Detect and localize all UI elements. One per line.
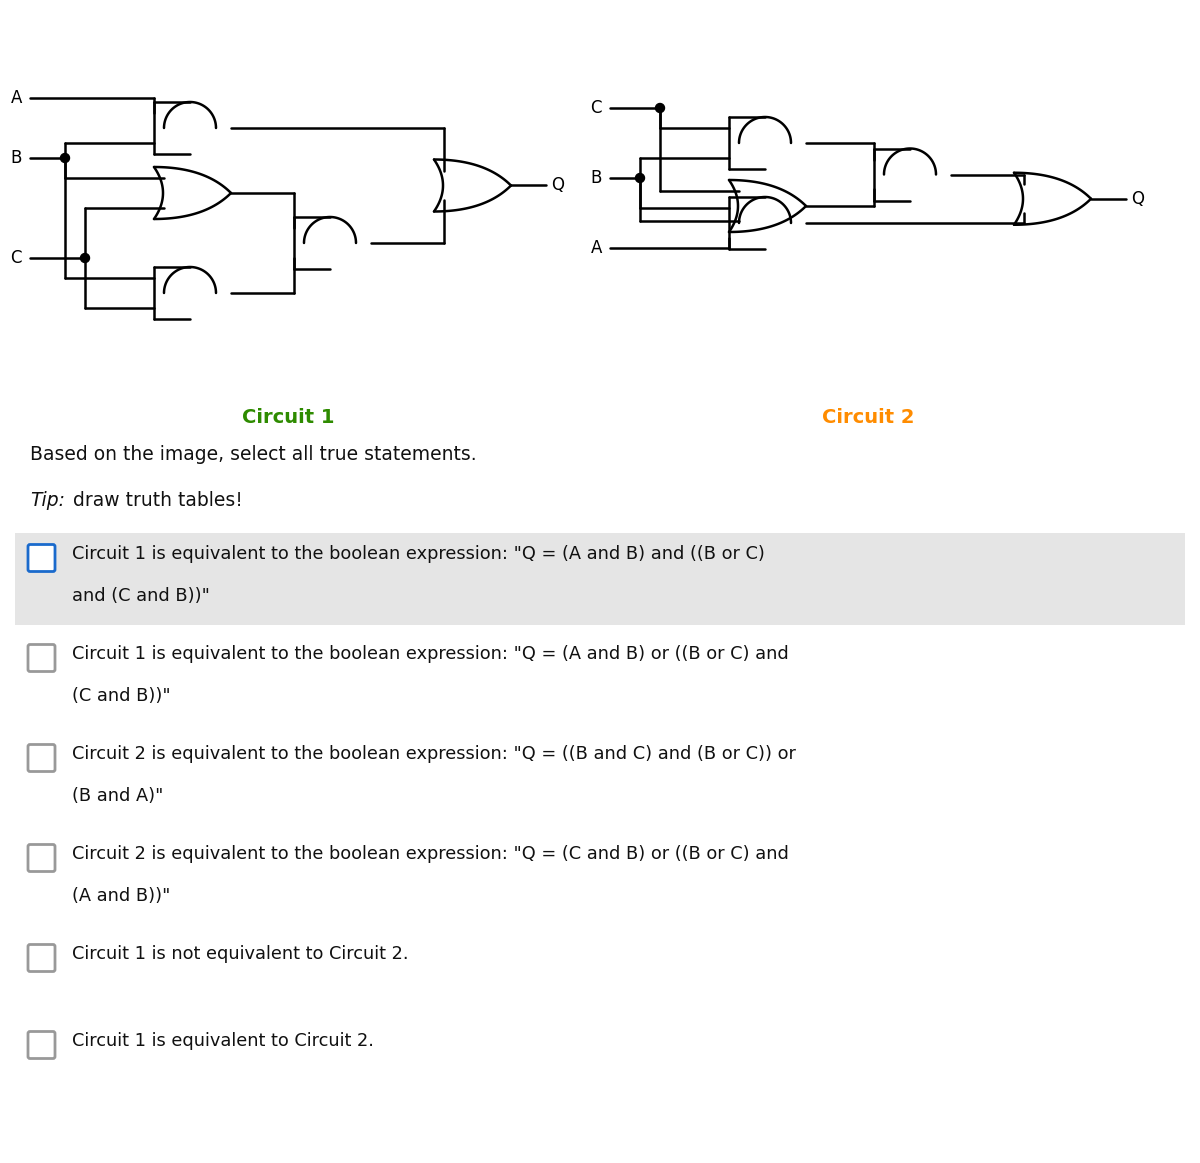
Text: Q: Q <box>551 177 564 194</box>
Circle shape <box>655 104 665 113</box>
Text: (B and A)": (B and A)" <box>72 787 163 805</box>
FancyBboxPatch shape <box>28 644 55 671</box>
Circle shape <box>60 154 70 163</box>
Text: Circuit 1 is equivalent to the boolean expression: "Q = (A and B) and ((B or C): Circuit 1 is equivalent to the boolean e… <box>72 545 764 563</box>
Circle shape <box>80 254 90 263</box>
FancyBboxPatch shape <box>28 944 55 971</box>
Circle shape <box>636 173 644 183</box>
Text: Circuit 2 is equivalent to the boolean expression: "Q = (C and B) or ((B or C) a: Circuit 2 is equivalent to the boolean e… <box>72 846 788 863</box>
Text: C: C <box>11 249 22 267</box>
Text: Circuit 1 is not equivalent to Circuit 2.: Circuit 1 is not equivalent to Circuit 2… <box>72 946 408 963</box>
FancyBboxPatch shape <box>28 844 55 871</box>
Text: Circuit 2 is equivalent to the boolean expression: "Q = ((B and C) and (B or C)): Circuit 2 is equivalent to the boolean e… <box>72 745 796 763</box>
Text: Circuit 1 is equivalent to the boolean expression: "Q = (A and B) or ((B or C) a: Circuit 1 is equivalent to the boolean e… <box>72 645 788 663</box>
Text: Based on the image, select all true statements.: Based on the image, select all true stat… <box>30 445 476 464</box>
Text: draw truth tables!: draw truth tables! <box>67 491 242 511</box>
FancyBboxPatch shape <box>28 1032 55 1058</box>
Text: Circuit 1 is equivalent to Circuit 2.: Circuit 1 is equivalent to Circuit 2. <box>72 1032 374 1050</box>
Text: Q: Q <box>1132 190 1144 208</box>
FancyBboxPatch shape <box>14 533 1186 625</box>
Text: Tip:: Tip: <box>30 491 65 511</box>
Text: C: C <box>590 99 602 117</box>
Text: B: B <box>11 149 22 167</box>
Text: Circuit 1: Circuit 1 <box>241 408 335 427</box>
Text: B: B <box>590 169 602 187</box>
FancyBboxPatch shape <box>28 744 55 771</box>
Text: A: A <box>11 90 22 107</box>
Text: Circuit 2: Circuit 2 <box>822 408 914 427</box>
Text: (A and B))": (A and B))" <box>72 887 170 905</box>
FancyBboxPatch shape <box>28 544 55 571</box>
Text: (C and B))": (C and B))" <box>72 687 170 705</box>
Text: A: A <box>590 240 602 257</box>
Text: and (C and B))": and (C and B))" <box>72 587 210 605</box>
